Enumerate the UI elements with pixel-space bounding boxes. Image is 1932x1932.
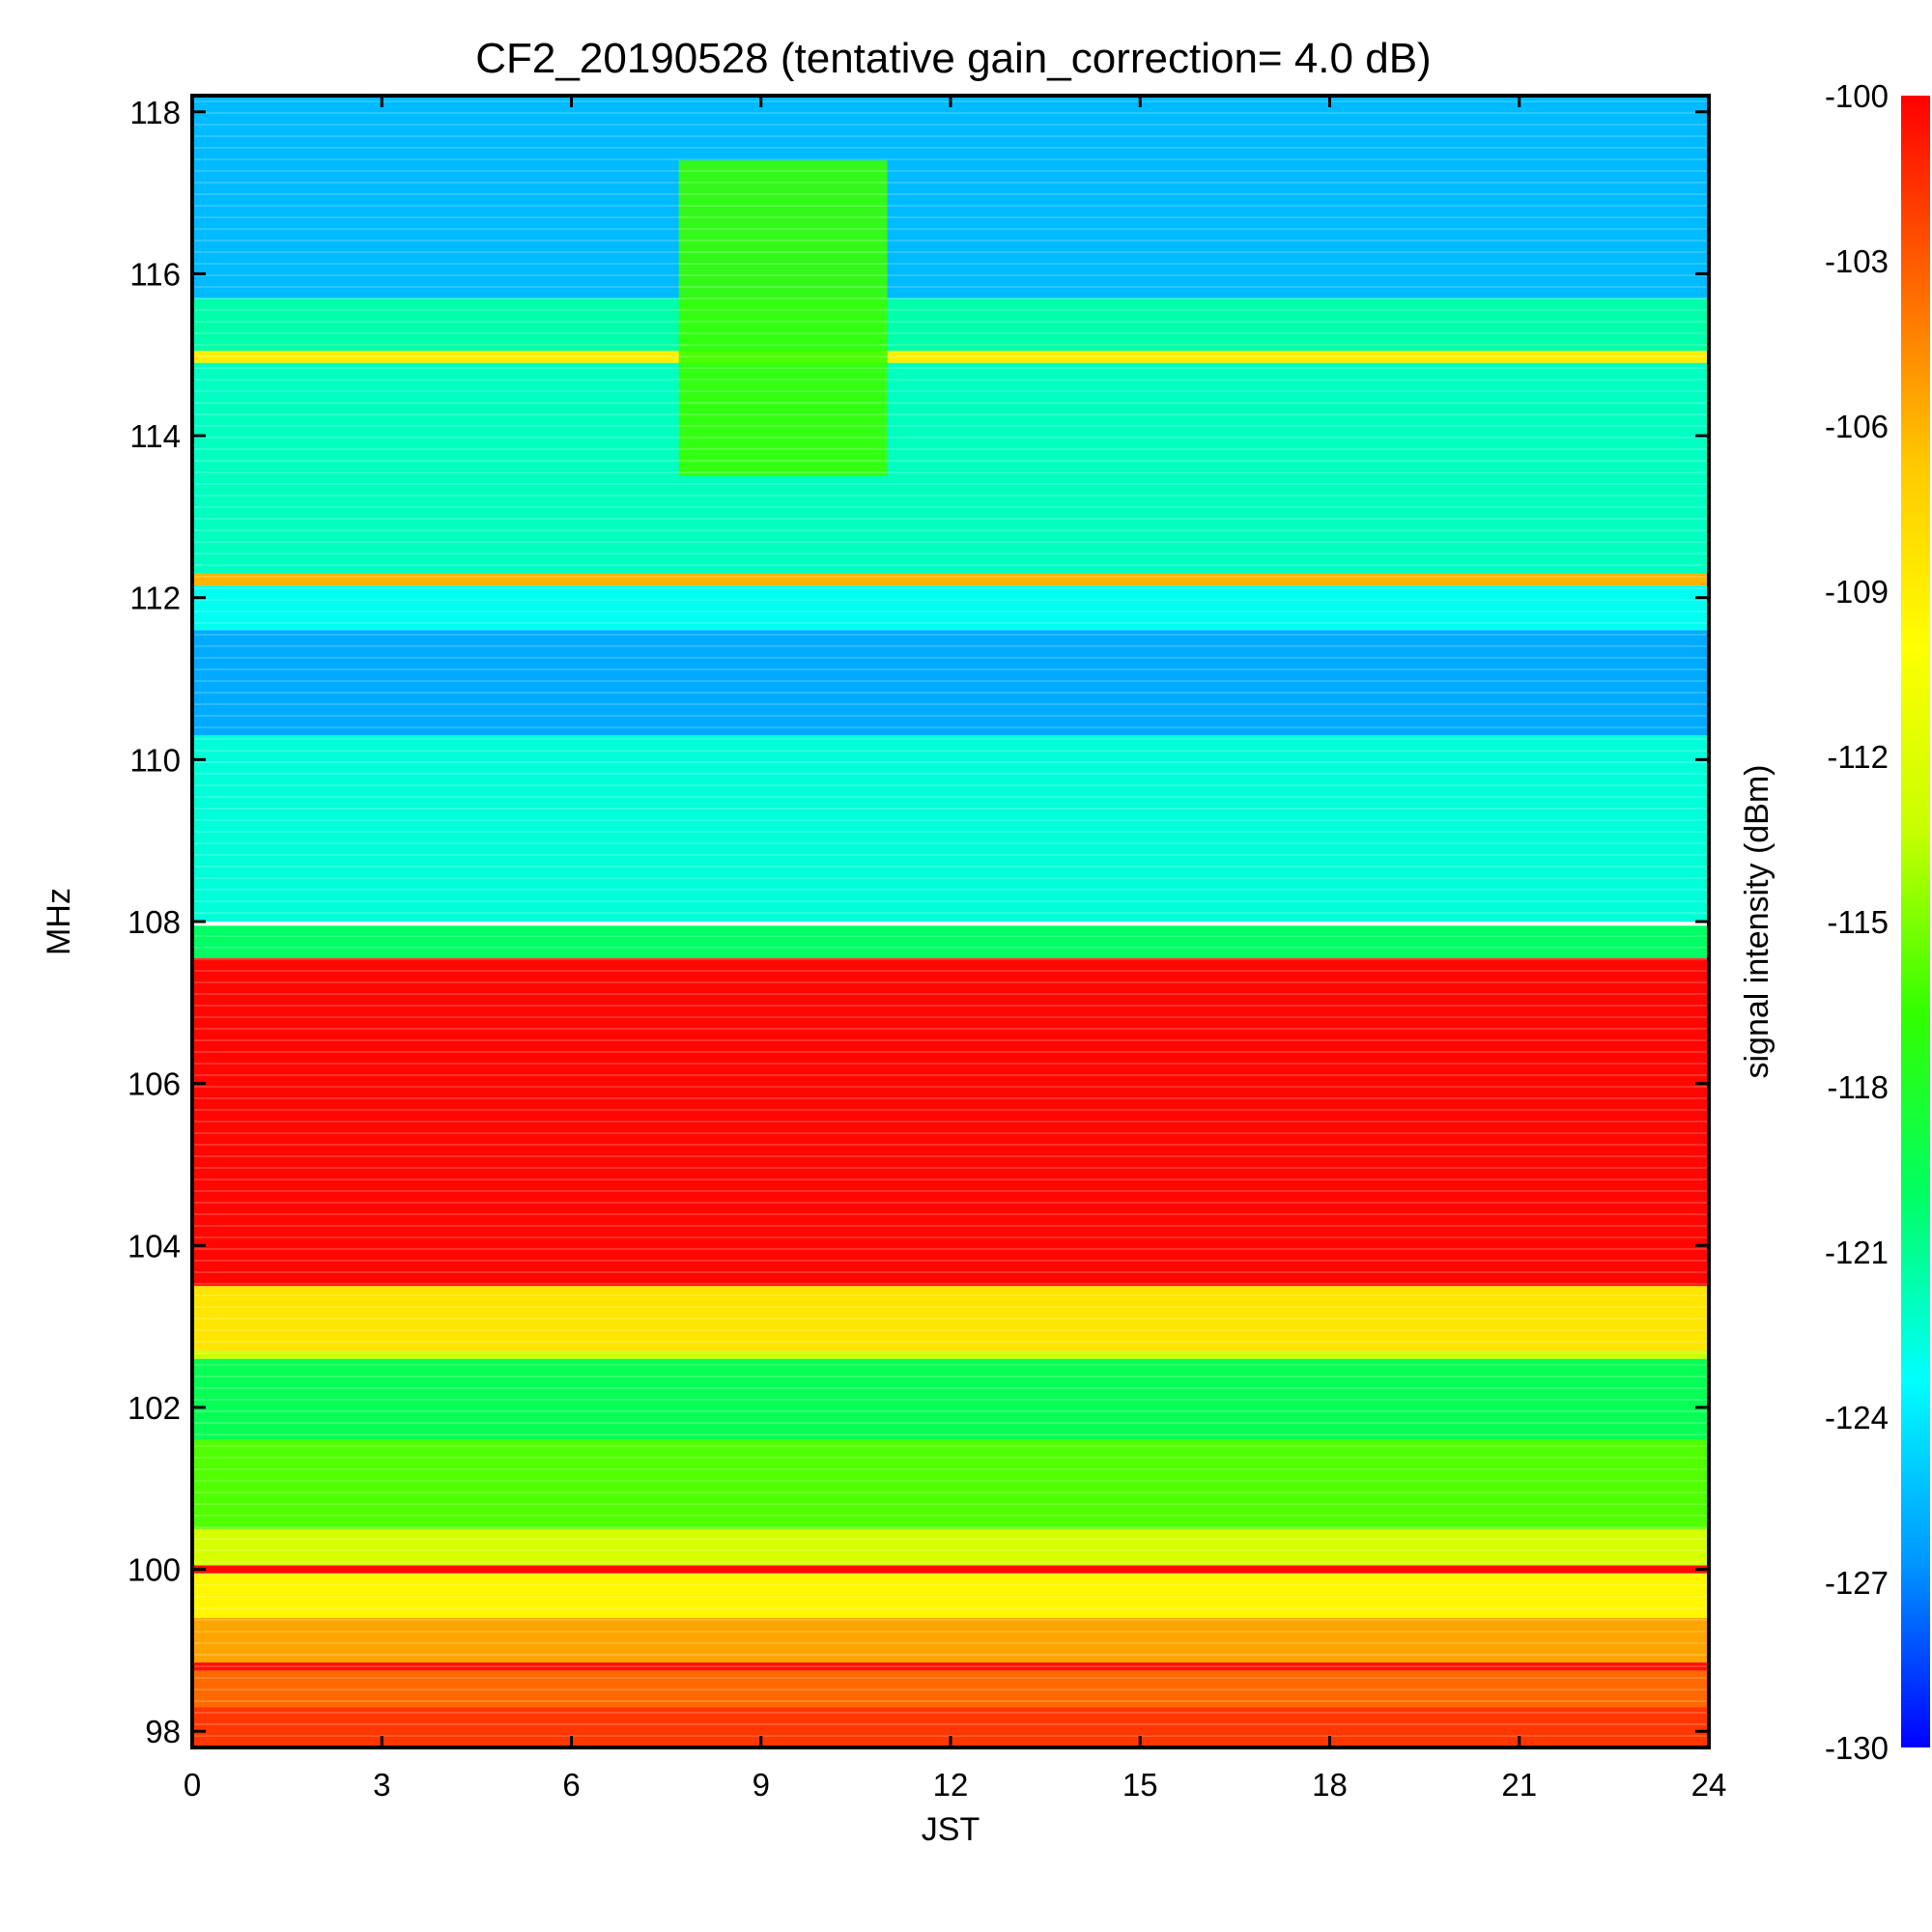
y-tick-label: 102 bbox=[128, 1390, 181, 1426]
heatmap-regions bbox=[678, 160, 888, 476]
heatmap-band bbox=[192, 351, 1709, 363]
colorbar-tick-label: -103 bbox=[1825, 243, 1889, 279]
heatmap-band bbox=[192, 1565, 1709, 1574]
colorbar-tick-label: -109 bbox=[1825, 574, 1889, 610]
colorbar bbox=[1901, 96, 1930, 1747]
heatmap-band bbox=[192, 1439, 1709, 1529]
chart-title: CF2_20190528 (tentative gain_correction=… bbox=[475, 35, 1431, 82]
colorbar-ticks: -100 -103 -106 -109 -112 -115 -118 -121 -124 -127… bbox=[1825, 78, 1889, 1766]
heatmap-band bbox=[192, 1670, 1709, 1708]
colorbar-tick-label: -118 bbox=[1827, 1069, 1889, 1105]
x-axis-ticks: 0 3 6 9 12 15 18 21 24 bbox=[184, 96, 1727, 1803]
heatmap-band bbox=[192, 585, 1709, 631]
x-tick-label: 15 bbox=[1122, 1767, 1158, 1803]
y-axis-ticks: 98 100 102 104 106 108 110 112 114 116 118 bbox=[128, 95, 1709, 1749]
colorbar-tick-label: -100 bbox=[1825, 78, 1889, 114]
heatmap-band bbox=[192, 573, 1709, 586]
y-tick-label: 112 bbox=[129, 581, 181, 616]
colorbar-tick-label: -121 bbox=[1825, 1235, 1889, 1270]
colorbar-tick-label: -115 bbox=[1827, 904, 1889, 940]
heatmap-band bbox=[192, 1358, 1709, 1440]
y-tick-label: 116 bbox=[129, 256, 181, 292]
x-tick-label: 6 bbox=[562, 1767, 580, 1803]
y-tick-label: 106 bbox=[128, 1066, 181, 1102]
heatmap-band bbox=[192, 1662, 1709, 1671]
colorbar-tick-label: -106 bbox=[1825, 409, 1889, 444]
plot-area bbox=[190, 94, 1711, 1749]
heatmap-gridlines bbox=[192, 100, 1709, 1737]
x-tick-label: 12 bbox=[933, 1767, 969, 1803]
y-tick-label: 118 bbox=[129, 95, 181, 130]
heatmap-band bbox=[192, 735, 1709, 922]
y-axis-label: MHz bbox=[41, 888, 77, 955]
heatmap-band bbox=[192, 298, 1709, 352]
heatmap-band bbox=[192, 1286, 1709, 1351]
heatmap-band bbox=[192, 96, 1709, 298]
x-tick-label: 18 bbox=[1312, 1767, 1348, 1803]
y-tick-label: 98 bbox=[145, 1714, 181, 1749]
heatmap-band bbox=[192, 1528, 1709, 1566]
heatmap-region bbox=[678, 160, 888, 476]
x-tick-label: 3 bbox=[373, 1767, 390, 1803]
colorbar-label: signal intensity (dBm) bbox=[1739, 764, 1776, 1078]
heatmap-band bbox=[192, 1617, 1709, 1662]
y-tick-label: 100 bbox=[128, 1552, 181, 1588]
heatmap-bands bbox=[192, 96, 1709, 1747]
x-tick-label: 24 bbox=[1691, 1767, 1727, 1803]
colorbar-tick-label: -127 bbox=[1825, 1565, 1889, 1601]
x-tick-label: 9 bbox=[753, 1767, 770, 1803]
heatmap-band bbox=[192, 630, 1709, 736]
x-tick-label: 0 bbox=[184, 1767, 201, 1803]
heatmap-band bbox=[192, 1573, 1709, 1618]
y-tick-label: 110 bbox=[129, 742, 181, 778]
heatmap-band bbox=[192, 1350, 1709, 1359]
heatmap-band bbox=[192, 922, 1709, 926]
x-tick-label: 21 bbox=[1501, 1767, 1537, 1803]
y-tick-label: 108 bbox=[128, 904, 181, 940]
heatmap-band bbox=[192, 925, 1709, 958]
y-tick-label: 114 bbox=[129, 418, 181, 454]
heatmap-band bbox=[192, 957, 1709, 1287]
colorbar-tick-label: -130 bbox=[1825, 1730, 1889, 1766]
colorbar-tick-label: -112 bbox=[1827, 739, 1889, 775]
y-tick-label: 104 bbox=[128, 1228, 181, 1264]
colorbar-tick-label: -124 bbox=[1825, 1400, 1889, 1435]
x-axis-label: JST bbox=[922, 1811, 980, 1848]
heatmap-band bbox=[192, 362, 1709, 574]
